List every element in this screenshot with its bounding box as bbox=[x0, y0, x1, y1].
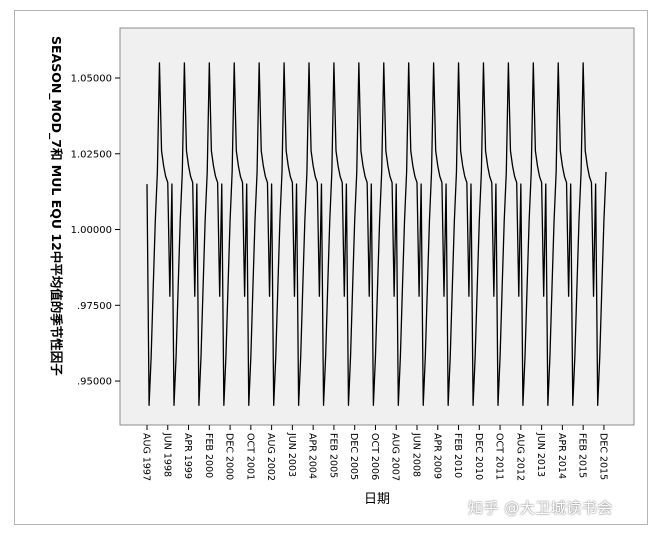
plot-area bbox=[119, 27, 635, 426]
x-tick-label: AUG 2002 bbox=[265, 433, 276, 481]
x-tick-label: DEC 2015 bbox=[597, 433, 608, 480]
x-tick-label: JUN 2013 bbox=[535, 432, 546, 477]
x-tick-label: OCT 2011 bbox=[494, 433, 505, 480]
x-tick-label: DEC 2005 bbox=[348, 433, 359, 480]
x-tick-label: JUN 2008 bbox=[411, 432, 422, 477]
x-tick-label: JUN 2003 bbox=[286, 432, 297, 477]
x-tick-label: OCT 2006 bbox=[369, 433, 380, 480]
x-tick-label: FEB 2010 bbox=[452, 433, 463, 478]
x-axis: AUG 1997 JUN 1998 APR 1999 FEB 2000 DEC 2000… bbox=[141, 425, 608, 481]
y-tick-label: 1.02500 bbox=[71, 149, 112, 160]
x-tick-label: APR 2009 bbox=[431, 433, 442, 479]
series-line-group bbox=[146, 62, 607, 406]
y-tick-label: 1.00000 bbox=[71, 225, 112, 236]
x-tick-label: DEC 2000 bbox=[224, 433, 235, 480]
x-tick-label: AUG 2012 bbox=[514, 433, 525, 481]
watermark: 知乎 @大卫城读书会 bbox=[468, 499, 613, 517]
y-tick-label: .95000 bbox=[77, 377, 112, 388]
x-tick-label: JUN 1998 bbox=[161, 432, 172, 477]
x-tick-label: APR 1999 bbox=[182, 433, 193, 479]
x-tick-label: FEB 2015 bbox=[577, 433, 588, 478]
x-tick-label: FEB 2000 bbox=[203, 433, 214, 478]
x-tick-label: AUG 2007 bbox=[390, 433, 401, 481]
y-tick-label: .97500 bbox=[77, 301, 112, 312]
x-axis-title: 日期 bbox=[364, 492, 390, 507]
y-axis: .95000 .97500 1.00000 1.02500 1.05000 bbox=[71, 74, 120, 388]
y-axis-title: SEASON_MOD_7和 MUL EQU 12中平均值的季节性因子 bbox=[48, 36, 64, 376]
x-tick-label: FEB 2005 bbox=[327, 433, 338, 478]
x-tick-label: APR 2014 bbox=[556, 433, 567, 479]
x-tick-label: DEC 2010 bbox=[473, 433, 484, 480]
y-tick-label: 1.05000 bbox=[71, 74, 112, 85]
x-tick-label: APR 2004 bbox=[307, 433, 318, 479]
x-tick-label: OCT 2001 bbox=[244, 433, 255, 480]
x-tick-label: AUG 1997 bbox=[141, 433, 152, 481]
series-line bbox=[146, 62, 607, 406]
